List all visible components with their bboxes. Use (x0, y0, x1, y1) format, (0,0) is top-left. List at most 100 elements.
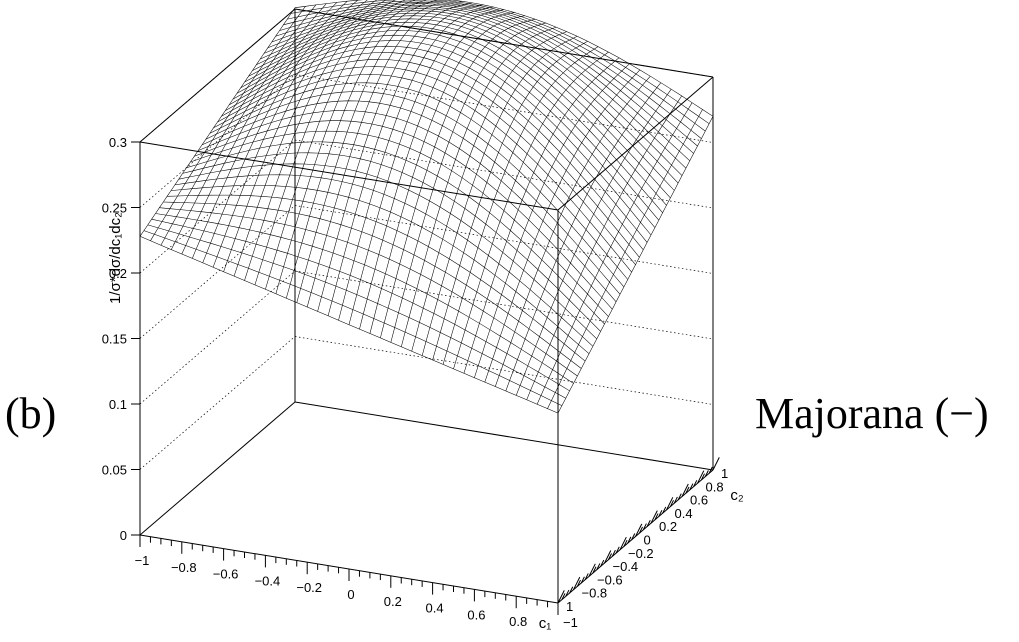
y-tick-34 (689, 483, 694, 491)
x-tick-label-8: 0.6 (467, 607, 485, 622)
y-tick-label-1: −0.8 (582, 586, 608, 601)
mesh-line-x-30 (453, 51, 609, 369)
y-tick-38 (704, 470, 709, 477)
x-tick-label-6: 0.2 (384, 594, 402, 609)
gridline-left-wall-4 (139, 74, 296, 208)
y-tick-28 (666, 497, 674, 511)
frame-edge-8 (139, 141, 559, 211)
model-label: Majorana (−) (755, 389, 989, 438)
mesh-line-x-26 (411, 31, 567, 352)
y-tick-1 (561, 593, 566, 600)
y-tick-18 (627, 536, 632, 544)
mesh-line-x-2 (160, 4, 317, 246)
y-tick-24 (650, 510, 658, 524)
mesh-line-x-37 (526, 95, 682, 400)
mesh-line-x-5 (192, 1, 348, 259)
y-tick-23 (646, 520, 651, 527)
y-tick-15 (615, 546, 620, 554)
mesh-line-x-10 (244, 0, 396, 281)
mesh-line-x-12 (265, 0, 416, 290)
mesh-line-x-8 (223, 0, 377, 272)
y-tick-label-3: −0.4 (613, 559, 639, 574)
y-tick-label-8: 0.6 (690, 493, 708, 508)
y-tick-31 (677, 493, 682, 501)
gridline-left-wall-3 (139, 139, 296, 274)
y-tick-label-extra: −1 (563, 615, 578, 630)
y-tick-2 (565, 589, 570, 597)
y-tick-label-5: 0 (644, 533, 651, 548)
y-tick-16 (619, 536, 627, 551)
y-tick-11 (600, 559, 605, 567)
z-tick-label-0: 0 (120, 528, 127, 543)
axis-ticks (131, 141, 720, 615)
y-axis-title: c₂ (730, 487, 744, 504)
y-tick-20 (635, 523, 643, 537)
y-tick-29 (669, 500, 674, 507)
mesh-line-x-33 (484, 69, 641, 383)
y-tick-5 (576, 579, 581, 587)
y-tick-25 (654, 513, 659, 521)
mesh-line-y-33 (267, 8, 687, 169)
z-tick-label-1: 0.05 (102, 463, 127, 478)
y-tick-label-4: −0.2 (628, 546, 654, 561)
y-tick-36 (697, 470, 705, 484)
y-tick-0 (557, 590, 565, 604)
z-tick-label-5: 0.25 (102, 201, 127, 216)
tick-labels: 00.050.10.150.20.250.3−1 −0.8 −0.6 −0.4 −0.2… (102, 135, 729, 630)
gridline-back-wall-0 (294, 336, 714, 405)
y-tick-19 (631, 533, 636, 541)
x-tick-label-4: −0.2 (296, 580, 322, 595)
mesh-line-y-5 (159, 207, 578, 377)
frame-edge-11 (294, 8, 714, 78)
x-tick-label-3: −0.4 (255, 573, 281, 588)
mesh-line-x-39 (547, 109, 703, 409)
y-tick-35 (693, 480, 698, 487)
y-tick-label-7: 0.4 (675, 506, 693, 521)
gridline-back-wall-2 (294, 205, 714, 274)
mesh-line-x-36 (515, 89, 672, 396)
y-tick-8 (588, 563, 596, 577)
z-tick-label-6: 0.3 (109, 135, 127, 150)
mesh-line-x-13 (275, 0, 427, 294)
x-tick-label-5: 0 (347, 587, 354, 602)
y-tick-17 (623, 539, 628, 547)
z-tick-label-2: 0.1 (109, 397, 127, 412)
z-axis-title: 1/σ*dσ/dc₁dc₂ (107, 212, 124, 304)
y-tick-9 (592, 566, 597, 574)
y-tick-39 (708, 466, 713, 474)
mesh-line-x-6 (202, 0, 358, 263)
y-tick-22 (642, 523, 647, 531)
mesh-line-x-7 (212, 0, 368, 268)
mesh-line-x-18 (327, 4, 484, 316)
mesh-line-x-24 (390, 22, 546, 343)
y-tick-37 (700, 473, 705, 481)
back-wall-gridlines (139, 8, 714, 470)
y-tick-32 (681, 483, 689, 497)
y-tick-26 (658, 510, 663, 517)
frame-edge-10 (139, 8, 296, 143)
mesh-line-x-17 (317, 2, 473, 312)
x-tick-label-1: −0.8 (171, 560, 197, 575)
mesh-line-x-20 (348, 9, 505, 325)
mesh-line-x-0 (139, 7, 296, 237)
mesh-line-x-3 (171, 3, 327, 250)
y-tick-12 (604, 550, 612, 564)
frame-edge-3 (294, 401, 714, 471)
mesh-line-y-6 (163, 201, 582, 369)
gridline-left-wall-0 (139, 336, 296, 470)
mesh-line-x-38 (536, 102, 693, 405)
y-tick-21 (638, 526, 643, 534)
y-tick-label-2: −0.6 (597, 572, 623, 587)
x-tick-label-7: 0.4 (426, 601, 444, 616)
gridline-left-wall-1 (139, 270, 296, 405)
mesh-line-x-29 (442, 46, 599, 365)
y-tick-7 (584, 573, 589, 580)
z-tick-label-4: 0.2 (109, 266, 127, 281)
gridline-back-wall-4 (294, 74, 714, 143)
y-tick-label-0: 1 (566, 599, 573, 614)
x-tick-label-0: −1 (135, 553, 150, 568)
y-tick-label-9: 0.8 (706, 479, 724, 494)
mesh-line-y-27 (244, 25, 663, 213)
mesh-line-x-22 (369, 15, 525, 334)
